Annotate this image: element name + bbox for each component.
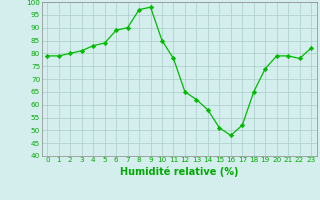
X-axis label: Humidité relative (%): Humidité relative (%) [120,166,238,177]
